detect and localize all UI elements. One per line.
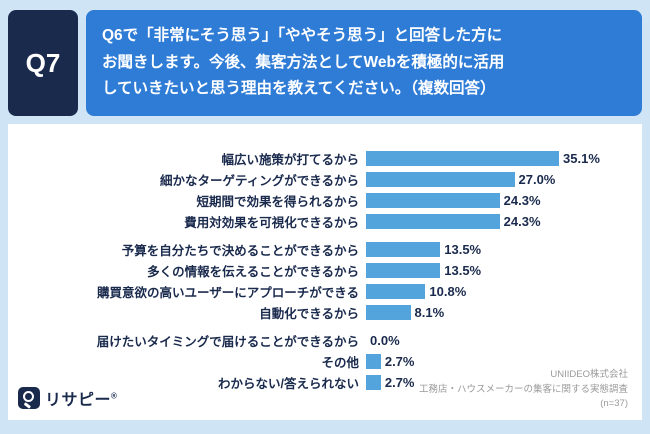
risapy-logo: リサピー® [18,386,117,410]
bar-track: 13.5% [366,263,632,278]
value-label: 8.1% [414,305,445,320]
logo-text: リサピー® [45,391,118,409]
value-label: 2.7% [384,354,415,369]
value-label: 13.5% [444,263,482,278]
bar [366,214,500,229]
bar-row: 細かなターゲティングができるから 27.0% [14,169,632,190]
bar [366,354,381,369]
source-sample-size: (n=37) [600,398,628,410]
bar-track: 35.1% [366,151,632,166]
question-line-3: していきたいと思う理由を教えてください。（複数回答） [102,80,496,98]
question-header: Q7 Q6で「非常にそう思う」「ややそう思う」と回答した方に お聞きします。今後… [8,10,642,116]
category-label: わからない/答えられない [218,377,359,391]
bar [366,375,381,390]
bar [366,284,426,299]
source-attribution: UNIIDEO株式会社 工務店・ハウスメーカーの集客に関する実態調査 (n=37… [419,368,628,412]
category-label: 多くの情報を伝えることができるから [147,265,359,279]
question-line-2: お聞きします。今後、集客方法としてWebを積極的に活用 [102,53,505,71]
bar-row: 幅広い施策が打てるから 35.1% [14,148,632,169]
value-label: 24.3% [503,214,541,229]
bar [366,172,515,187]
source-survey-title: 工務店・ハウスメーカーの集客に関する実態調査 [418,383,628,395]
bar-track: 10.8% [366,284,632,299]
bar-row: 自動化できるから 8.1% [14,302,632,323]
category-label: 短期間で効果を得られるから [196,195,359,209]
bar [366,263,441,278]
bar-track: 13.5% [366,242,632,257]
magnifier-logo-icon [18,387,40,409]
value-label: 2.7% [384,375,415,390]
value-label: 0.0% [370,333,400,348]
value-label: 13.5% [444,242,482,257]
bar-row: 多くの情報を伝えることができるから 13.5% [14,260,632,281]
bar-track: 24.3% [366,214,632,229]
bar-row: 予算を自分たちで決めることができるから 13.5% [14,239,632,260]
bar-track: 24.3% [366,193,632,208]
value-label: 24.3% [503,193,541,208]
value-label: 27.0% [518,172,556,187]
chart-panel: 幅広い施策が打てるから 35.1% 細かなターゲティングができるから 27.0% 短期間… [8,124,642,420]
category-label: 届けたいタイミングで届けることができるから [96,335,359,349]
bar-track: 27.0% [366,172,632,187]
bar-track: 2.7% [366,354,632,369]
category-label: その他 [321,356,359,370]
source-company: UNIIDEO株式会社 [550,368,628,380]
question-number-badge: Q7 [8,10,78,116]
category-label: 自動化できるから [259,307,359,321]
value-label: 35.1% [563,151,600,166]
question-line-1: Q6で「非常にそう思う」「ややそう思う」と回答した方に [102,27,503,45]
category-label: 費用対効果を可視化できるから [184,216,359,230]
bar-chart: 幅広い施策が打てるから 35.1% 細かなターゲティングができるから 27.0% 短期間… [14,148,632,393]
bar-row: その他 2.7% [14,351,632,372]
bar-row: 費用対効果を可視化できるから 24.3% [14,211,632,232]
bar-row: 購買意欲の高いユーザーにアプローチができる 10.8% [14,281,632,302]
bar-track: 2.7% [366,375,632,390]
bar [366,151,560,166]
category-label: 購買意欲の高いユーザーにアプローチができる [96,286,359,300]
bar [366,193,500,208]
bar-row: わからない/答えられない 2.7% [14,372,632,393]
registered-mark: ® [111,391,118,401]
bar-row: 届けたいタイミングで届けることができるから 0.0% [14,330,632,351]
value-label: 10.8% [429,284,467,299]
question-text-box: Q6で「非常にそう思う」「ややそう思う」と回答した方に お聞きします。今後、集客… [86,10,642,116]
bar [366,242,441,257]
bar-row: 短期間で効果を得られるから 24.3% [14,190,632,211]
category-label: 細かなターゲティングができるから [159,174,359,188]
category-label: 予算を自分たちで決めることができるから [121,244,359,258]
bar-track: 8.1% [366,305,632,320]
bar-track: 0.0% [366,333,632,348]
category-label: 幅広い施策が打てるから [221,153,359,167]
bar [366,305,411,320]
